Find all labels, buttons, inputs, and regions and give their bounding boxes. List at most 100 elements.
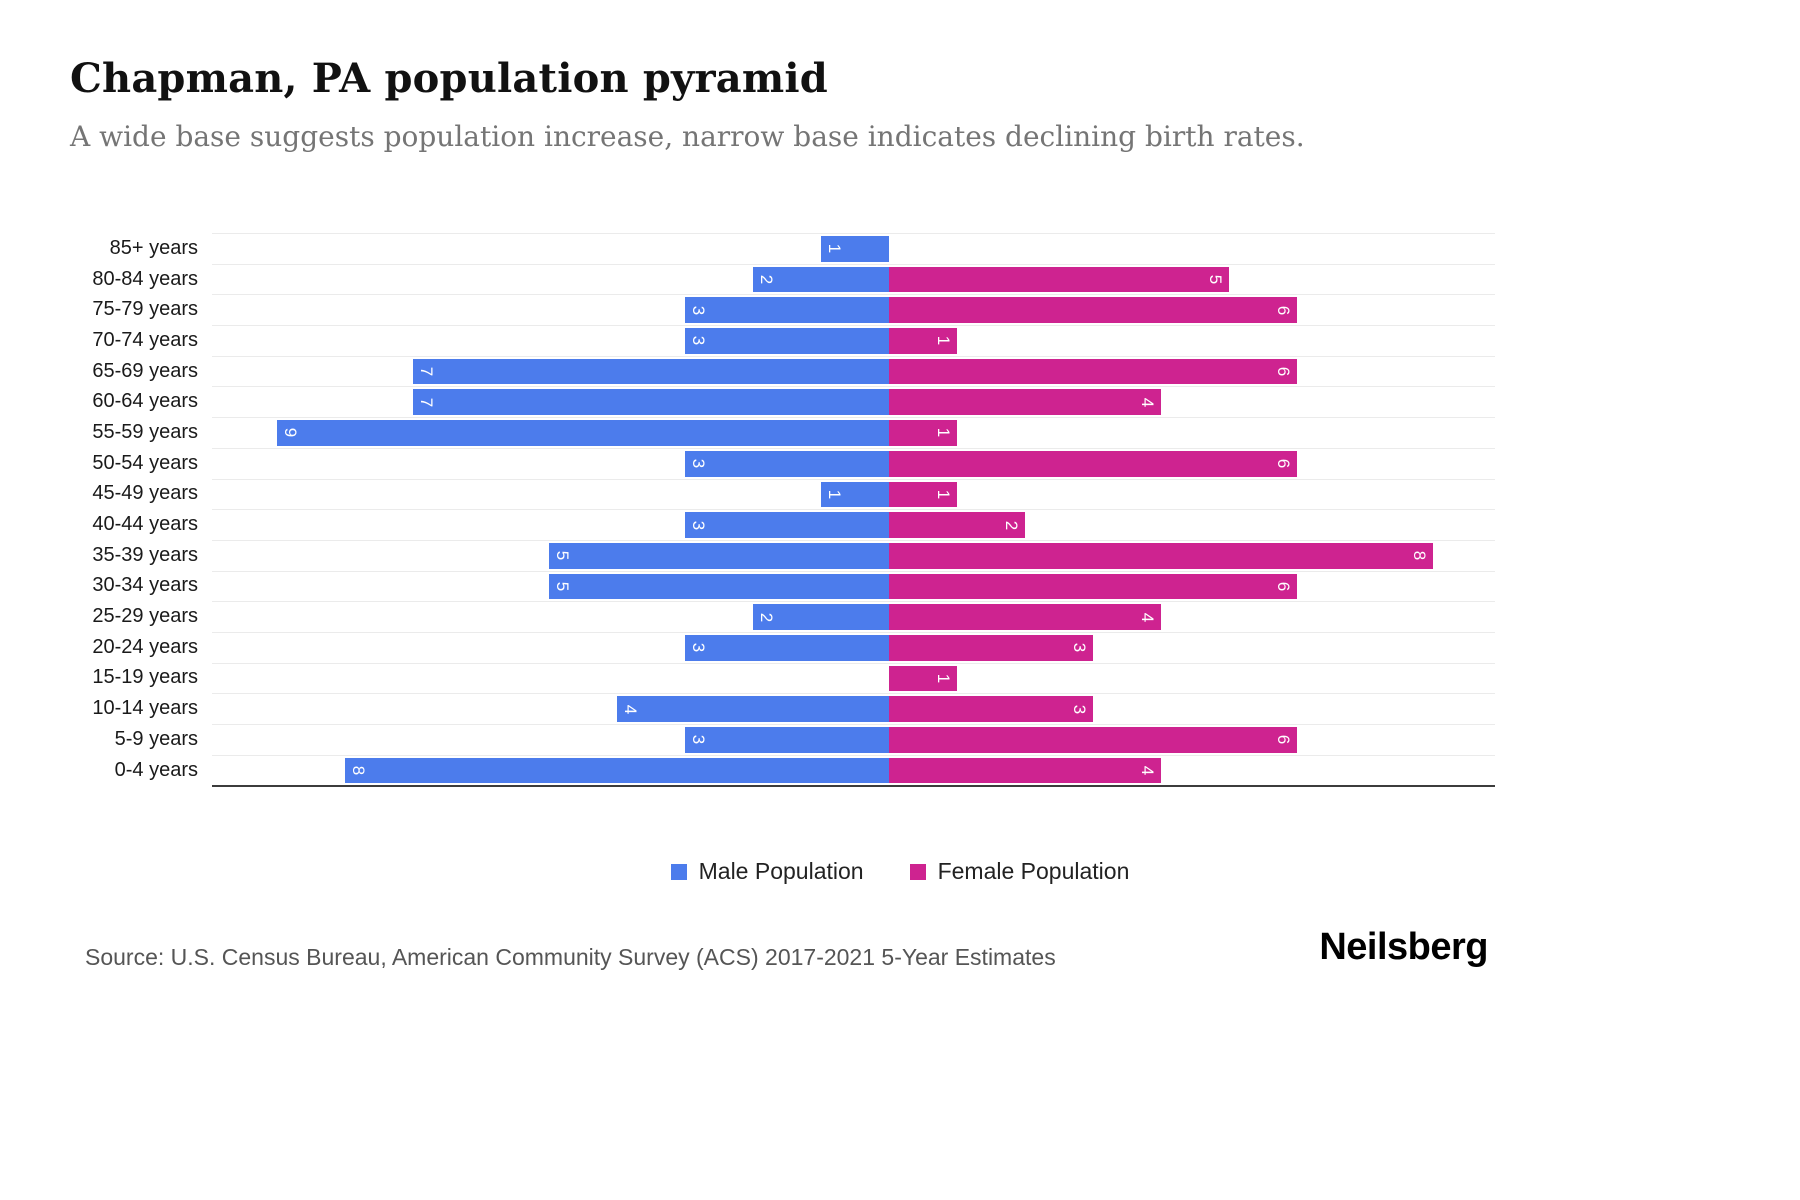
bar-value-label: 9 bbox=[281, 428, 301, 438]
bar-value-label: 1 bbox=[933, 673, 953, 684]
female-bar[interactable]: 6 bbox=[889, 727, 1297, 753]
age-group-label: 65-69 years bbox=[92, 359, 198, 382]
bar-value-label: 2 bbox=[757, 612, 777, 622]
pyramid-row: 15-19 years 1 bbox=[70, 662, 1495, 694]
female-bar[interactable]: 6 bbox=[889, 573, 1297, 600]
female-bar[interactable]: 5 bbox=[889, 266, 1229, 293]
bar-value-label: 3 bbox=[1069, 704, 1089, 714]
bar-value-label: 3 bbox=[689, 336, 709, 346]
female-bar[interactable]: 4 bbox=[889, 757, 1161, 784]
bar-value-label: 1 bbox=[825, 244, 845, 254]
bar-value-label: 1 bbox=[825, 489, 845, 500]
age-group-label: 55-59 years bbox=[92, 420, 198, 443]
male-bar[interactable]: 5 bbox=[549, 542, 889, 569]
chart-subtitle: A wide base suggests population increase… bbox=[70, 120, 1305, 153]
male-bar[interactable]: 5 bbox=[549, 573, 889, 600]
male-bar[interactable]: 2 bbox=[753, 266, 889, 293]
bar-value-label: 3 bbox=[689, 520, 709, 530]
bar-value-label: 1 bbox=[933, 428, 953, 438]
male-bar[interactable]: 3 bbox=[685, 512, 889, 538]
female-bar[interactable]: 6 bbox=[889, 297, 1297, 324]
female-swatch-icon bbox=[909, 863, 926, 880]
male-bar[interactable]: 2 bbox=[753, 604, 889, 630]
age-group-label: 5-9 years bbox=[114, 727, 198, 750]
male-bar[interactable]: 1 bbox=[821, 236, 889, 262]
male-bar[interactable]: 3 bbox=[685, 450, 889, 477]
age-group-label: 50-54 years bbox=[92, 451, 198, 474]
row-plot-area: 1 bbox=[212, 233, 1495, 264]
bar-value-label: 3 bbox=[689, 458, 709, 469]
pyramid-row: 40-44 years 3 2 bbox=[70, 509, 1495, 540]
age-group-label: 70-74 years bbox=[92, 328, 198, 351]
female-bar[interactable]: 4 bbox=[889, 389, 1161, 416]
female-bar[interactable]: 3 bbox=[889, 696, 1093, 722]
male-bar[interactable]: 3 bbox=[685, 328, 889, 354]
female-bar[interactable]: 6 bbox=[889, 358, 1297, 385]
age-group-label: 35-39 years bbox=[92, 543, 198, 566]
pyramid-row: 35-39 years 5 8 bbox=[70, 539, 1495, 571]
bar-value-label: 7 bbox=[417, 397, 437, 408]
bar-value-label: 6 bbox=[1273, 581, 1293, 592]
female-bar[interactable]: 8 bbox=[889, 542, 1433, 569]
bar-value-label: 1 bbox=[933, 336, 953, 346]
male-bar[interactable]: 7 bbox=[413, 389, 889, 416]
bar-value-label: 6 bbox=[1273, 458, 1293, 469]
pyramid-row: 75-79 years 3 6 bbox=[70, 294, 1495, 325]
age-group-label: 60-64 years bbox=[92, 390, 198, 413]
male-bar[interactable]: 3 bbox=[685, 634, 889, 661]
female-bar[interactable]: 2 bbox=[889, 512, 1025, 538]
bar-value-label: 3 bbox=[689, 735, 709, 745]
male-bar[interactable]: 3 bbox=[685, 297, 889, 324]
female-bar[interactable]: 1 bbox=[889, 665, 957, 692]
female-bar[interactable]: 1 bbox=[889, 420, 957, 446]
neilsberg-logo[interactable]: Neilsberg bbox=[1319, 926, 1488, 968]
pyramid-row: 0-4 years 8 4 bbox=[70, 754, 1495, 786]
pyramid-row: 50-54 years 3 6 bbox=[70, 447, 1495, 479]
male-bar[interactable]: 4 bbox=[617, 696, 889, 722]
pyramid-row: 80-84 years 2 5 bbox=[70, 263, 1495, 295]
age-group-label: 40-44 years bbox=[92, 513, 198, 536]
bar-value-label: 6 bbox=[1273, 366, 1293, 377]
pyramid-row: 10-14 years 4 3 bbox=[70, 693, 1495, 724]
male-bar[interactable]: 7 bbox=[413, 358, 889, 385]
pyramid-row: 30-34 years 5 6 bbox=[70, 570, 1495, 602]
age-group-label: 30-34 years bbox=[92, 574, 198, 597]
legend-item-female[interactable]: Female Population bbox=[909, 858, 1129, 885]
bar-value-label: 6 bbox=[1273, 305, 1293, 315]
female-bar[interactable]: 4 bbox=[889, 604, 1161, 630]
page-title: Chapman, PA population pyramid bbox=[70, 55, 828, 102]
bar-value-label: 5 bbox=[1205, 274, 1225, 285]
female-bar[interactable]: 6 bbox=[889, 450, 1297, 477]
female-bar[interactable]: 1 bbox=[889, 328, 957, 354]
male-swatch-icon bbox=[670, 863, 687, 880]
bar-value-label: 3 bbox=[689, 643, 709, 653]
bar-value-label: 6 bbox=[1273, 735, 1293, 745]
bar-value-label: 3 bbox=[689, 305, 709, 315]
male-bar[interactable]: 3 bbox=[685, 727, 889, 753]
male-bar[interactable]: 1 bbox=[821, 481, 889, 508]
age-group-label: 0-4 years bbox=[114, 758, 198, 781]
bar-value-label: 4 bbox=[621, 704, 641, 714]
pyramid-row: 20-24 years 3 3 bbox=[70, 631, 1495, 663]
age-group-label: 75-79 years bbox=[92, 298, 198, 321]
male-bar[interactable]: 8 bbox=[345, 757, 889, 784]
chart-legend: Male Population Female Population bbox=[0, 858, 1800, 885]
female-bar[interactable]: 1 bbox=[889, 481, 957, 508]
bar-value-label: 8 bbox=[1409, 550, 1429, 561]
bar-value-label: 4 bbox=[1137, 397, 1157, 408]
female-bar[interactable]: 3 bbox=[889, 634, 1093, 661]
pyramid-row: 55-59 years 9 1 bbox=[70, 417, 1495, 448]
legend-item-male[interactable]: Male Population bbox=[670, 858, 864, 885]
male-bar[interactable]: 9 bbox=[277, 420, 889, 446]
pyramid-row: 25-29 years 2 4 bbox=[70, 601, 1495, 632]
